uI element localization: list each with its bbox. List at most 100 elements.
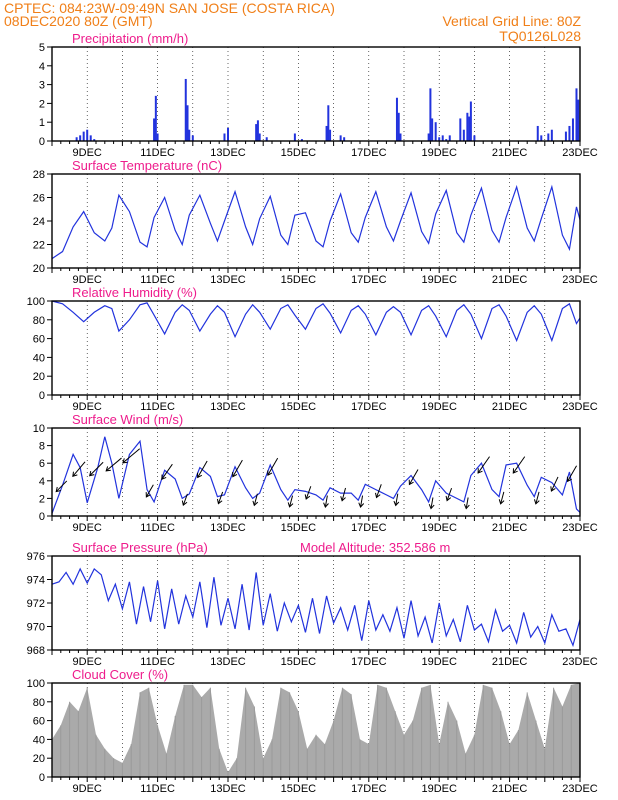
precipitation-xtick-label: 23DEC [562, 147, 598, 159]
wind-arrow-head [105, 466, 111, 472]
precipitation-bar [339, 135, 342, 141]
humidity-xtick-label: 23DEC [562, 401, 598, 413]
precipitation-bar [186, 105, 189, 141]
wind-arrow [217, 491, 224, 504]
precipitation-bar [154, 95, 157, 141]
cloud-cover-ytick-label: 20 [33, 753, 45, 765]
wind-arrow-head [145, 492, 151, 498]
precipitation-bar [265, 137, 268, 141]
temperature-panel: 20 22 24 26 28 9DEC 11DEC 13DEC 15DEC 17DEC 19DEC 2… [33, 158, 598, 286]
precipitation-ytick-label: 4 [39, 61, 45, 73]
wind-arrow-head [498, 499, 505, 505]
wind-arrow [267, 457, 279, 476]
precipitation-bar [459, 118, 462, 141]
precipitation-bar [468, 116, 471, 141]
wind-arrow-head [196, 472, 203, 479]
temperature-ytick-label: 24 [33, 216, 45, 228]
cloud-cover-xtick-label: 9DEC [73, 783, 102, 795]
precipitation-bar [431, 118, 434, 141]
temperature-xtick-label: 21DEC [492, 274, 528, 286]
wind-arrow [512, 456, 526, 474]
precipitation-bar [227, 127, 229, 141]
precipitation-bar [571, 118, 574, 141]
pressure-ytick-label: 972 [27, 598, 45, 610]
precipitation-bar [540, 135, 543, 141]
humidity-xtick-label: 21DEC [492, 401, 528, 413]
cloud-cover-xtick-label: 17DEC [351, 783, 387, 795]
precipitation-bar [75, 137, 78, 141]
model-altitude: Model Altitude: 352.586 m [300, 540, 450, 555]
wind-arrow-head [267, 470, 273, 476]
precipitation-bar [434, 122, 437, 141]
wind-arrow [360, 495, 364, 508]
wind-arrow [550, 476, 559, 492]
cloud-cover-panel: 0 20 40 60 80 100 9DEC 11DEC 13DEC 15DEC 17DEC 19DE… [27, 667, 598, 795]
wind-arrow-head [55, 486, 61, 493]
run-date: 08DEC2020 80Z (GMT) [4, 13, 153, 29]
humidity-series-line [51, 300, 581, 343]
temperature-title: Surface Temperature (nC) [72, 158, 222, 173]
precipitation-xtick-label: 11DEC [140, 147, 175, 159]
humidity-ytick-label: 100 [27, 296, 45, 308]
wind-title: Surface Wind (m/s) [72, 412, 183, 427]
pressure-frame [51, 555, 581, 651]
cloud-cover-xtick-label: 23DEC [562, 783, 598, 795]
precipitation-bar [300, 139, 303, 141]
precipitation-bar [547, 133, 550, 141]
precipitation-bar [462, 129, 465, 141]
cloud-cover-ytick-label: 100 [27, 678, 45, 690]
cloud-cover-xtick-label: 13DEC [210, 783, 246, 795]
humidity-panel: 0 20 40 60 80 100 9DEC 11DEC 13DEC 15DEC 17DEC 19DE… [27, 285, 598, 413]
pressure-xtick-label: 15DEC [281, 656, 317, 668]
temperature-series-line [51, 184, 581, 260]
precipitation-ytick-label: 3 [39, 80, 45, 92]
wind-arrow-head [89, 470, 95, 477]
precipitation-bar [223, 133, 226, 141]
wind-ytick-label: 4 [39, 476, 45, 488]
wind-arrow-head [375, 492, 381, 499]
wind-xtick-label: 23DEC [562, 522, 598, 534]
wind-arrow [376, 484, 382, 498]
precipitation-frame [51, 46, 581, 142]
precipitation-bar [466, 112, 469, 141]
cloud-cover-ytick-label: 60 [33, 716, 45, 728]
precipitation-bar [153, 118, 156, 141]
cloud-cover-xtick-label: 11DEC [140, 783, 175, 795]
precipitation-xtick-label: 9DEC [73, 147, 102, 159]
humidity-xtick-label: 19DEC [421, 401, 457, 413]
humidity-ytick-label: 0 [39, 390, 45, 402]
precipitation-bar [184, 78, 187, 141]
precipitation-ytick-label: 0 [39, 136, 45, 148]
wind-arrow-head [304, 494, 311, 500]
wind-arrow [395, 493, 399, 506]
precipitation-bar [255, 124, 258, 141]
humidity-ytick-label: 40 [33, 352, 45, 364]
precipitation-ytick-label: 5 [39, 42, 45, 54]
precipitation-bar [427, 133, 430, 141]
humidity-ytick-label: 80 [33, 315, 45, 327]
wind-ytick-label: 10 [33, 423, 45, 435]
precipitation-ytick-label: 2 [39, 98, 45, 110]
pressure-xtick-label: 13DEC [210, 656, 246, 668]
wind-arrow-head [287, 502, 294, 508]
wind-arrow-head [512, 468, 518, 474]
wind-arrow [55, 480, 68, 492]
wind-xtick-label: 13DEC [210, 522, 246, 534]
pressure-xtick-label: 9DEC [73, 656, 102, 668]
precipitation-bar [536, 125, 539, 141]
wind-xtick-label: 19DEC [421, 522, 457, 534]
wind-arrow-head [161, 474, 167, 481]
cloud-cover-ytick-label: 0 [39, 772, 45, 784]
wind-arrow-head [232, 471, 238, 478]
wind-arrow [535, 491, 540, 504]
wind-xtick-label: 17DEC [351, 522, 387, 534]
humidity-xtick-label: 11DEC [140, 401, 175, 413]
precipitation-bar [448, 135, 451, 141]
precipitation-xtick-label: 13DEC [210, 147, 246, 159]
precipitation-bar [191, 135, 194, 141]
temperature-ytick-label: 26 [33, 193, 45, 205]
temperature-xtick-label: 19DEC [421, 274, 457, 286]
wind-arrow-head [72, 471, 78, 478]
cloud-cover-xtick-label: 19DEC [421, 783, 457, 795]
humidity-frame [51, 300, 581, 396]
